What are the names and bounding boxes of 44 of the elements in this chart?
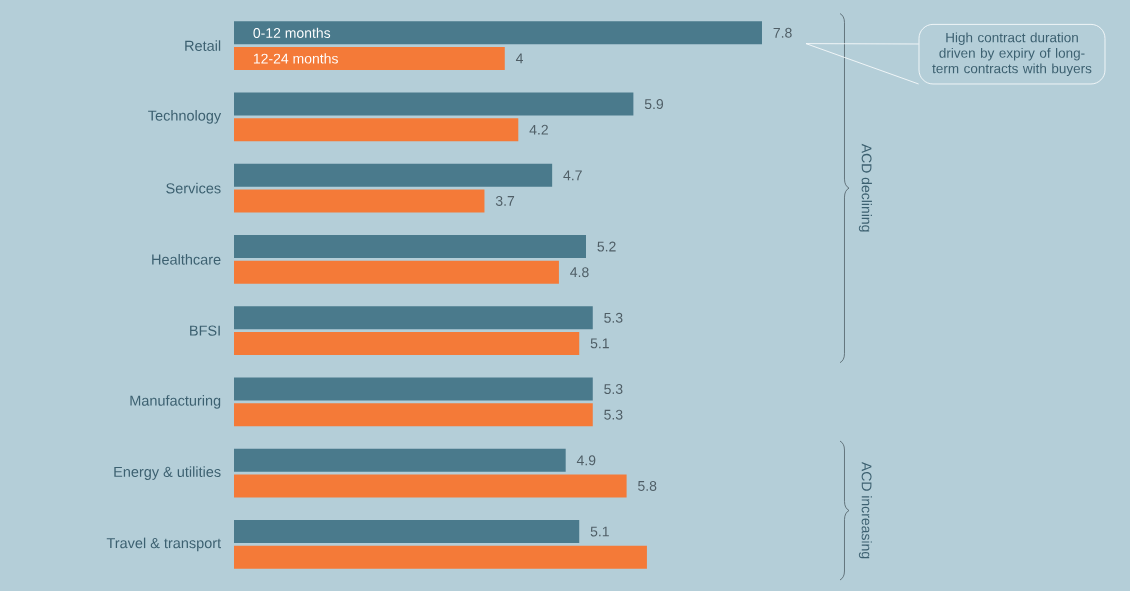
data-label: 4.8 [570, 267, 589, 278]
bar [234, 260, 559, 284]
data-label: 5.8 [638, 480, 657, 491]
data-label: 4.2 [529, 124, 548, 135]
text: ACD increasing [858, 461, 872, 559]
bar [234, 21, 762, 45]
y-tick-label: Services [166, 182, 221, 194]
y-tick-label: Energy & utilities [114, 466, 221, 480]
data-label: 5.3 [604, 384, 623, 395]
bar [234, 448, 566, 472]
data-label: 5.1 [590, 526, 609, 537]
bar [234, 306, 593, 330]
y-tick-label: Travel & transport [106, 537, 222, 552]
text: High contract duration driven by expiry of long-term contracts with buyers [932, 32, 1092, 76]
data-label: 5.3 [604, 312, 623, 323]
bar [234, 163, 553, 187]
data-label: 5.3 [604, 409, 623, 420]
text: ACD declining [858, 143, 872, 232]
bar [234, 474, 627, 498]
bar [234, 377, 593, 401]
y-tick-label: Healthcare [152, 254, 221, 265]
data-label: 3.7 [495, 195, 515, 206]
y-tick-label: Manufacturing [130, 395, 221, 409]
bar [234, 46, 505, 70]
bar [234, 189, 485, 213]
bar [234, 403, 593, 427]
data-label: 7.8 [773, 27, 792, 38]
y-tick-label: Retail [185, 40, 221, 51]
data-label: 5.1 [590, 338, 609, 349]
bar [234, 545, 647, 569]
bar [234, 118, 519, 142]
bar [234, 520, 580, 544]
y-tick-label: Technology [148, 110, 222, 124]
data-label: 4.7 [563, 170, 582, 181]
series-label: 12-24 months [253, 53, 338, 64]
data-label: 4 [515, 53, 523, 64]
data-label: 5.9 [644, 99, 664, 110]
bar [234, 92, 634, 116]
series-label: 0-12 months [253, 27, 331, 38]
data-label: 4.9 [576, 455, 596, 466]
data-label: 5.2 [597, 241, 616, 252]
y-tick-label: BFSI [190, 325, 220, 336]
bar [234, 235, 586, 259]
bar [234, 331, 580, 355]
